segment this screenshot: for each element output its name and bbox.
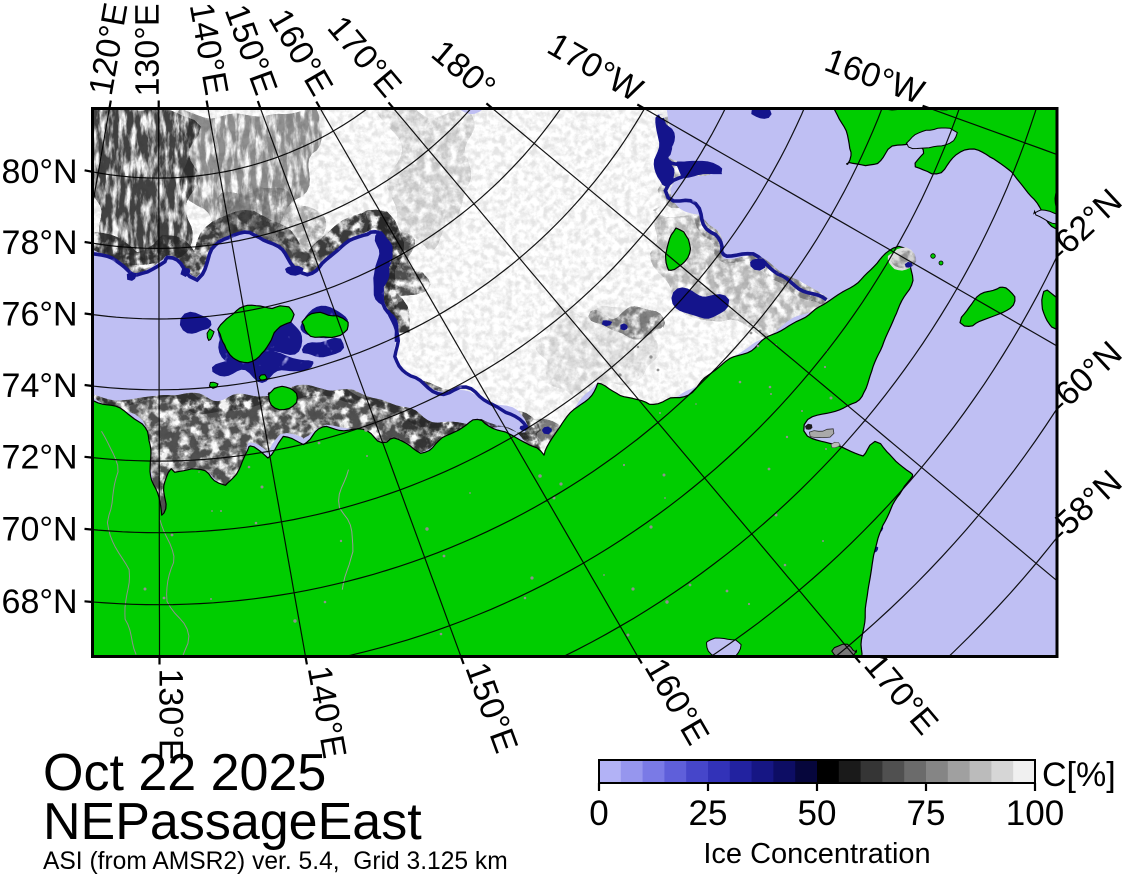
svg-text:Ice Concentration: Ice Concentration [703, 838, 930, 870]
svg-text:0: 0 [589, 794, 608, 833]
svg-text:Oct 22 2025: Oct 22 2025 [43, 744, 326, 802]
svg-text:76°N: 76°N [2, 296, 78, 334]
svg-text:74°N: 74°N [2, 367, 78, 405]
svg-text:68°N: 68°N [2, 583, 78, 621]
svg-text:130°E: 130°E [152, 668, 190, 761]
svg-text:130°E: 130°E [129, 3, 167, 96]
svg-text:78°N: 78°N [2, 224, 78, 262]
svg-text:80°N: 80°N [2, 153, 78, 191]
svg-text:ASI (from AMSR2) ver. 5.4, Gr: ASI (from AMSR2) ver. 5.4, Grid 3.125 km [43, 848, 508, 875]
svg-text:100: 100 [1006, 794, 1064, 833]
svg-text:25: 25 [689, 794, 728, 833]
svg-text:50: 50 [798, 794, 837, 833]
svg-text:72°N: 72°N [2, 439, 78, 477]
svg-text:NEPassageEast: NEPassageEast [43, 793, 422, 851]
svg-text:75: 75 [907, 794, 946, 833]
svg-text:70°N: 70°N [2, 511, 78, 549]
svg-text:C[%]: C[%] [1042, 756, 1116, 794]
